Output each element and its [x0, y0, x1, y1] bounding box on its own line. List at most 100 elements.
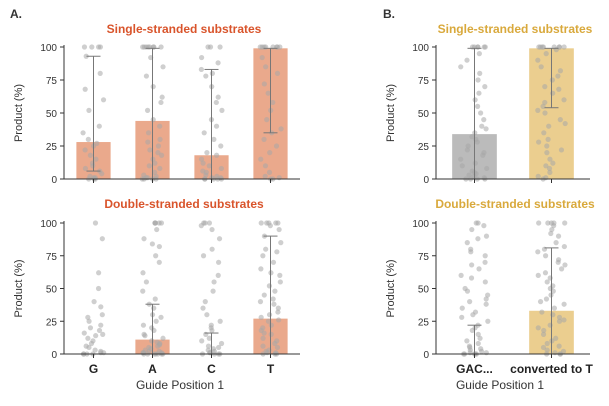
data-point: [258, 314, 264, 320]
data-point: [273, 143, 280, 149]
data-point: [477, 335, 483, 341]
data-point: [542, 99, 548, 106]
data-point: [542, 84, 548, 90]
data-point: [266, 169, 273, 175]
data-point: [547, 169, 553, 175]
y-axis-label: Product (%): [13, 84, 25, 142]
data-point: [544, 340, 550, 347]
data-point: [209, 327, 215, 334]
data-point: [81, 44, 88, 50]
data-point: [535, 173, 541, 179]
data-point: [257, 44, 263, 50]
data-point: [543, 296, 550, 302]
data-point: [470, 312, 476, 318]
data-point: [209, 246, 215, 252]
data-point: [151, 305, 157, 311]
data-point: [555, 73, 561, 79]
data-point: [205, 343, 212, 349]
data-point: [549, 77, 555, 83]
data-point: [99, 236, 105, 242]
data-point: [552, 350, 558, 356]
data-point: [467, 299, 473, 305]
data-point: [200, 160, 206, 166]
chart-title: Double-stranded substrates: [104, 197, 264, 211]
data-point: [475, 77, 481, 83]
data-point: [150, 44, 156, 50]
data-point: [199, 338, 205, 344]
data-point: [267, 150, 273, 156]
data-point: [198, 223, 204, 229]
data-point: [218, 165, 224, 172]
y-tick-label: 50: [418, 285, 430, 296]
data-point: [145, 130, 152, 136]
data-point: [561, 44, 567, 50]
data-point: [482, 279, 488, 285]
data-point: [261, 136, 267, 142]
data-point: [260, 335, 266, 341]
data-point: [464, 57, 470, 63]
data-point: [92, 347, 98, 353]
data-point: [542, 270, 549, 276]
data-point: [202, 299, 208, 305]
data-point: [101, 350, 107, 356]
data-point: [276, 317, 282, 323]
data-point: [561, 97, 567, 103]
x-tick-label: GAC...: [456, 362, 493, 376]
chart-title: Single-stranded substrates: [107, 22, 262, 36]
data-point: [142, 333, 148, 339]
data-point: [89, 44, 95, 50]
data-point: [547, 156, 553, 162]
data-point: [219, 107, 225, 113]
data-point: [459, 305, 465, 311]
data-point: [485, 318, 491, 324]
data-point: [215, 94, 221, 100]
data-point: [483, 301, 489, 307]
data-point: [464, 288, 471, 294]
x-tick-label: C: [207, 362, 216, 376]
data-point: [257, 299, 264, 305]
data-point: [143, 279, 150, 285]
data-point: [99, 171, 105, 177]
y-tick-label: 100: [412, 43, 429, 54]
data-point: [458, 64, 464, 70]
data-point: [206, 335, 212, 341]
y-tick-label: 50: [46, 285, 58, 296]
chart-B-bottom: Double-stranded substrates Product (%) 0 25…: [385, 197, 595, 376]
data-point: [87, 152, 93, 158]
data-point: [464, 147, 470, 153]
data-point: [217, 318, 223, 324]
data-point: [475, 103, 481, 109]
data-point: [82, 147, 88, 153]
data-point: [204, 150, 210, 156]
data-point: [92, 220, 99, 226]
data-point: [271, 301, 277, 307]
data-point: [95, 285, 102, 292]
data-point: [458, 272, 464, 278]
data-point: [561, 317, 567, 323]
data-point: [215, 344, 222, 351]
data-point: [274, 344, 281, 351]
data-point: [278, 240, 284, 246]
data-point: [140, 270, 146, 276]
data-point: [215, 259, 222, 265]
data-point: [475, 340, 481, 347]
data-point: [562, 220, 568, 226]
data-point: [551, 223, 557, 229]
data-point: [204, 312, 210, 318]
data-point: [467, 350, 473, 356]
data-point: [542, 253, 549, 259]
data-point: [544, 347, 550, 353]
data-point: [483, 233, 490, 239]
error-bar-G: [86, 55, 101, 172]
data-point: [549, 226, 555, 233]
data-point: [155, 343, 161, 349]
data-point: [156, 259, 162, 265]
data-point: [85, 136, 91, 142]
data-point: [561, 243, 567, 250]
data-point: [263, 64, 269, 70]
data-point: [210, 288, 216, 294]
data-point: [483, 350, 489, 356]
data-point: [152, 220, 158, 226]
data-point: [144, 107, 151, 113]
